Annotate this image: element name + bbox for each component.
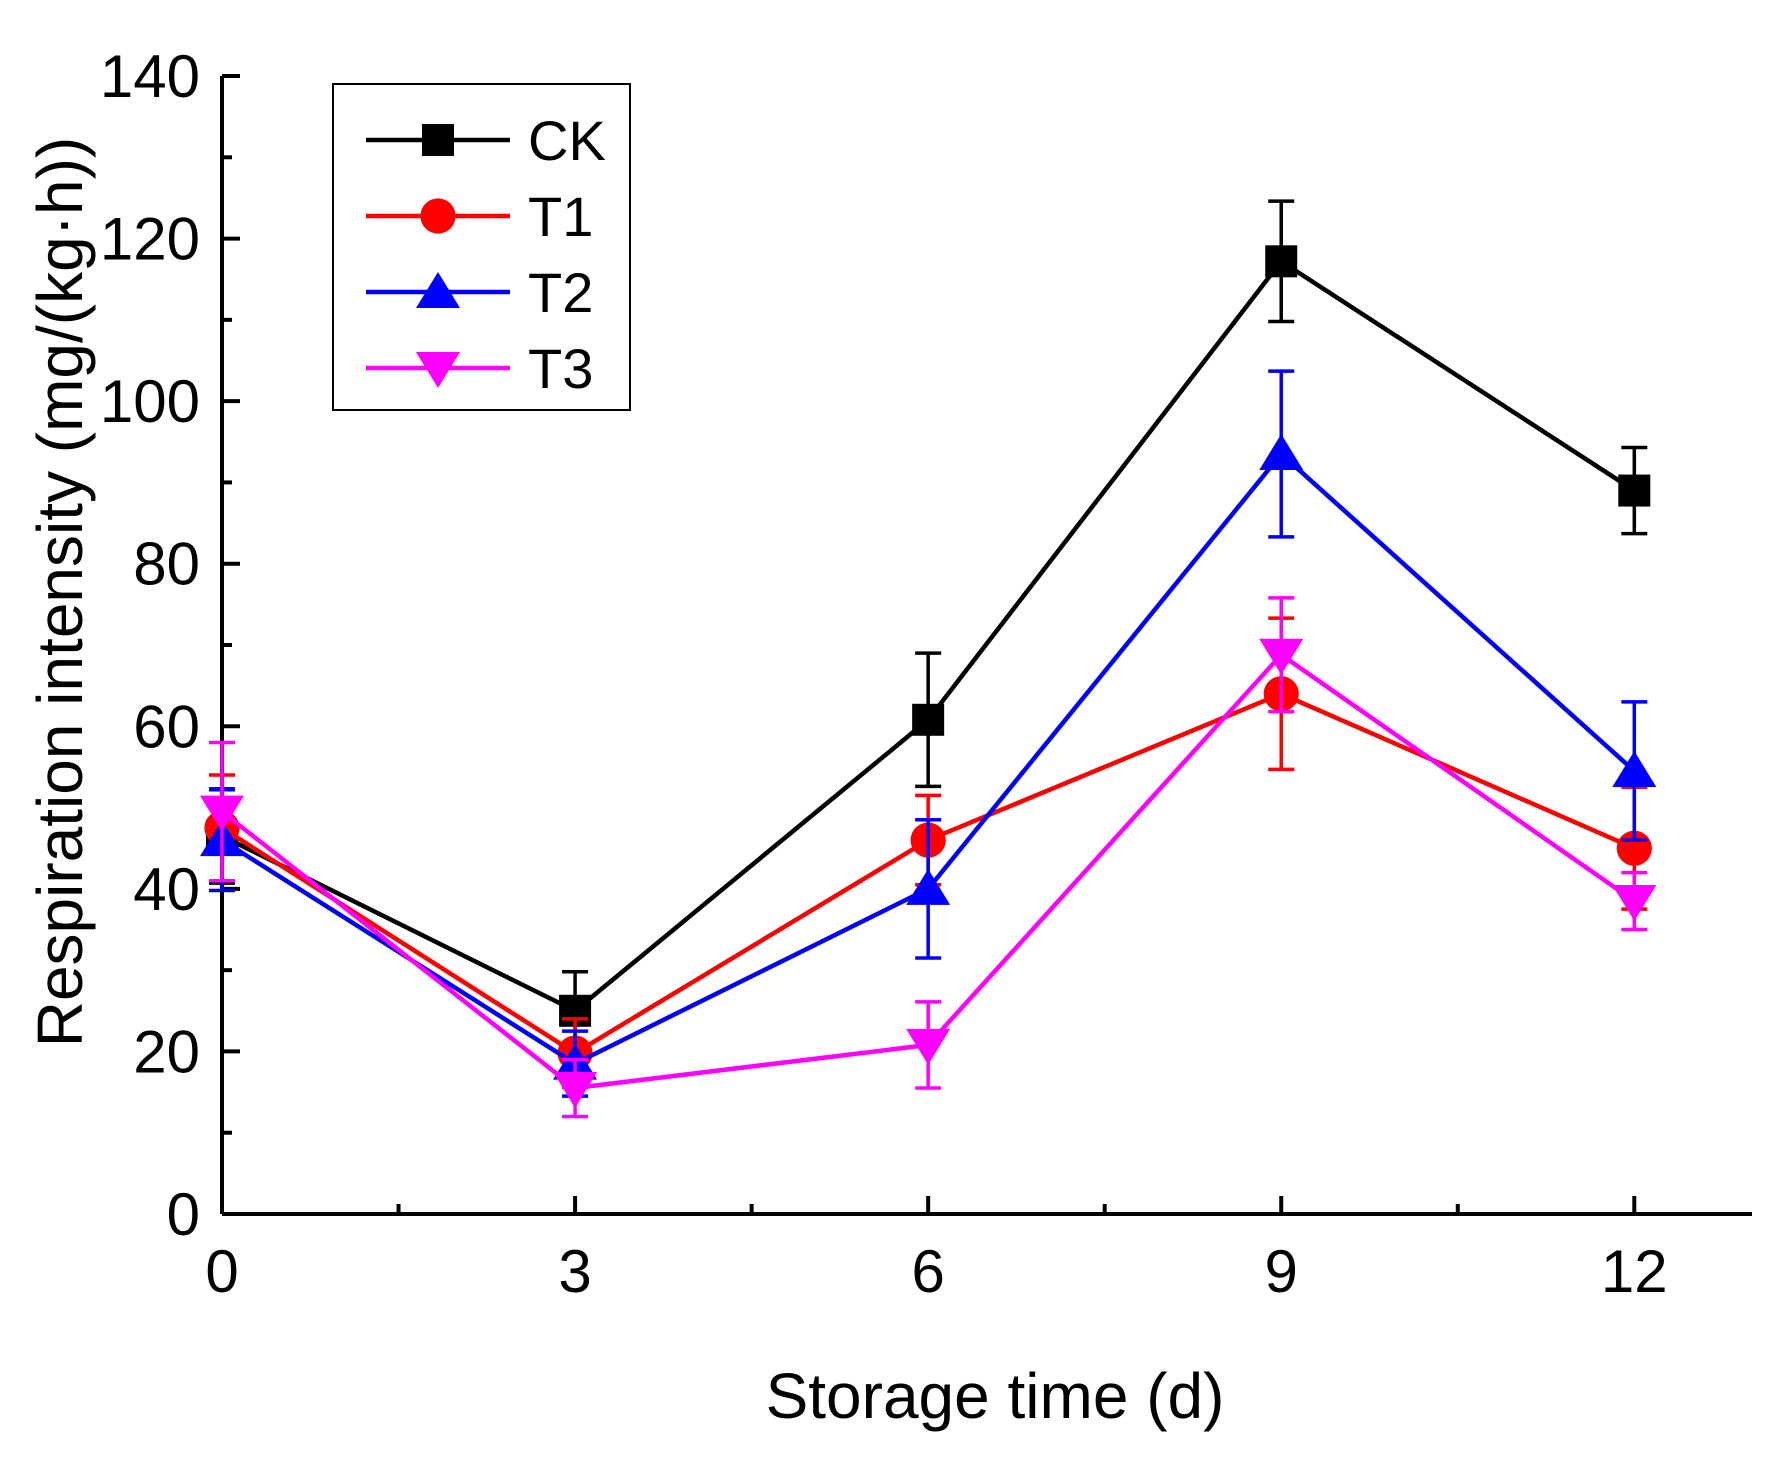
legend-label: T3 [528, 337, 593, 400]
x-axis-title: Storage time (d) [766, 1360, 1225, 1432]
y-tick-label: 0 [167, 1181, 200, 1248]
y-tick-label: 60 [133, 693, 200, 760]
data-point [553, 1072, 598, 1109]
x-tick-label: 9 [1265, 1238, 1298, 1305]
x-tick-label: 3 [558, 1238, 591, 1305]
data-point [1259, 638, 1304, 675]
y-tick-label: 40 [133, 856, 200, 923]
y-tick-label: 120 [100, 206, 200, 273]
legend-marker [422, 124, 454, 156]
x-tick-label: 6 [911, 1238, 944, 1305]
y-tick-label: 140 [100, 43, 200, 110]
data-point [1612, 750, 1657, 787]
data-point [906, 1028, 951, 1065]
data-point [912, 703, 945, 736]
axes: 0 20 40 60 80 100 120 140 0 3 6 9 12 [100, 43, 1752, 1305]
legend-label: T2 [528, 261, 593, 324]
x-tick-label: 0 [205, 1238, 238, 1305]
y-axis-title: Respiration intensity (mg/(kg·h)) [24, 137, 96, 1048]
y-tick-label: 100 [100, 368, 200, 435]
data-point [1259, 433, 1304, 470]
legend-marker [416, 272, 460, 308]
series-layer [200, 199, 1657, 1119]
legend-label: T1 [528, 185, 593, 248]
data-point [906, 868, 951, 905]
y-tick-label: 80 [133, 531, 200, 598]
legend-marker [416, 352, 460, 388]
data-point [1612, 885, 1657, 922]
data-point [200, 795, 244, 832]
y-tick-label: 20 [133, 1018, 200, 1085]
series-T3 [200, 596, 1657, 1119]
legend-marker [420, 198, 456, 234]
data-point [1618, 474, 1651, 507]
x-tick-label: 12 [1601, 1238, 1668, 1305]
legend: CK T1 T2 T3 [332, 83, 631, 411]
data-point [1265, 245, 1298, 278]
legend-label: CK [528, 109, 606, 172]
